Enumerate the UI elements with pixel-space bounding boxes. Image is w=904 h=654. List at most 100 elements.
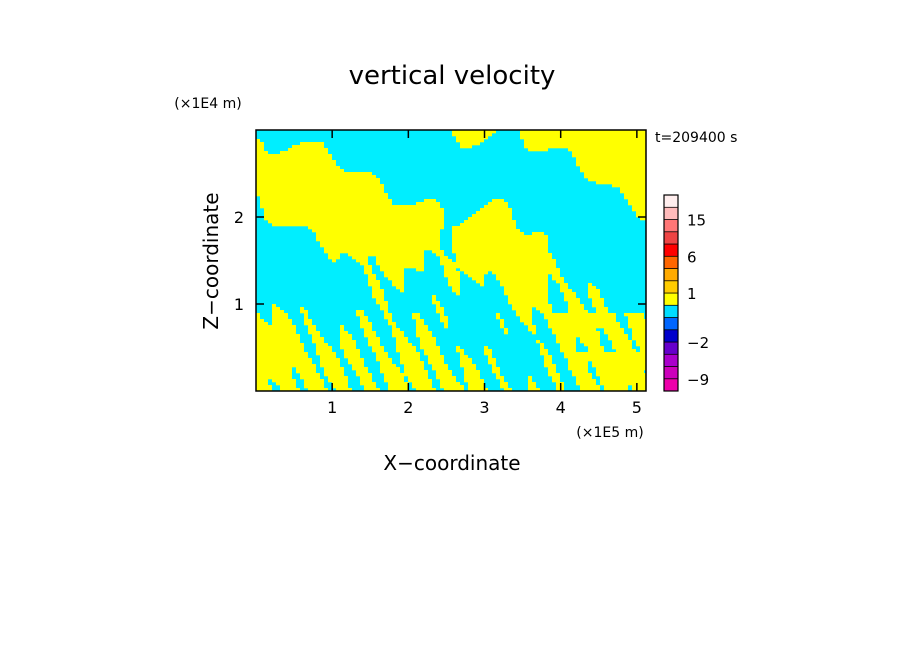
updraft-cell: [456, 259, 556, 263]
updraft-cell: [528, 385, 536, 389]
updraft-cell: [256, 175, 376, 179]
updraft-cell: [256, 334, 300, 338]
updraft-cell: [360, 262, 368, 266]
updraft-cell: [428, 355, 444, 359]
colorbar-segment: [663, 194, 679, 208]
updraft-cell: [312, 334, 320, 338]
x-tick-label: 2: [403, 398, 413, 417]
updraft-cell: [272, 223, 444, 227]
updraft-cell: [384, 316, 392, 320]
updraft-cell: [256, 373, 292, 377]
updraft-cell: [544, 355, 552, 359]
updraft-cell: [316, 235, 440, 239]
updraft-cell: [528, 388, 540, 391]
updraft-cell: [304, 379, 324, 383]
x-axis-label: X−coordinate: [383, 451, 520, 475]
updraft-cell: [420, 346, 440, 350]
updraft-cell: [256, 331, 296, 335]
updraft-cell: [256, 169, 344, 173]
updraft-cell: [496, 274, 548, 278]
updraft-cell: [400, 289, 404, 293]
updraft-cell: [500, 382, 508, 386]
updraft-cell: [256, 160, 336, 164]
updraft-cell: [628, 322, 646, 326]
updraft-cell: [604, 328, 624, 332]
updraft-cell: [340, 325, 344, 329]
updraft-cell: [576, 163, 646, 167]
velocity-field: [256, 130, 646, 391]
updraft-cell: [408, 379, 432, 383]
updraft-cell: [440, 379, 456, 383]
updraft-cell: [308, 328, 316, 332]
updraft-cell: [468, 274, 484, 278]
updraft-cell: [412, 316, 420, 320]
updraft-cell: [420, 343, 436, 347]
updraft-cell: [316, 343, 328, 347]
updraft-cell: [628, 202, 646, 206]
updraft-cell: [356, 259, 368, 263]
updraft-cell: [484, 352, 492, 356]
updraft-cell: [588, 295, 600, 299]
updraft-cell: [376, 298, 384, 302]
updraft-cell: [620, 190, 646, 194]
updraft-cell: [432, 250, 444, 254]
updraft-cell: [340, 334, 352, 338]
x-tick-label: 1: [327, 398, 337, 417]
updraft-cell: [340, 346, 356, 350]
updraft-cell: [636, 340, 646, 344]
updraft-cell: [256, 376, 292, 380]
updraft-cell: [584, 175, 646, 179]
updraft-cell: [436, 376, 456, 380]
updraft-cell: [440, 262, 556, 266]
colorbar-segment: [663, 280, 679, 294]
updraft-cell: [492, 199, 504, 203]
updraft-cell: [528, 379, 532, 383]
colorbar-segment: [663, 329, 679, 343]
updraft-cell: [612, 346, 632, 350]
colorbar-segment: [663, 268, 679, 282]
updraft-cell: [380, 361, 392, 365]
updraft-cell: [596, 181, 646, 185]
updraft-cell: [552, 328, 596, 332]
updraft-cell: [320, 364, 340, 368]
updraft-cell: [492, 364, 496, 368]
updraft-cell: [256, 154, 332, 158]
updraft-cell: [260, 202, 392, 206]
colorbar-segment: [663, 206, 679, 220]
colorbar-segment: [663, 317, 679, 331]
updraft-cell: [596, 307, 608, 311]
updraft-cell: [632, 337, 646, 341]
updraft-cell: [268, 220, 444, 224]
updraft-cell: [292, 145, 324, 149]
updraft-cell: [384, 313, 392, 317]
updraft-cell: [360, 316, 368, 320]
updraft-cell: [564, 292, 576, 296]
updraft-cell: [272, 307, 280, 311]
updraft-cell: [568, 364, 588, 368]
updraft-cell: [396, 286, 404, 290]
updraft-cell: [508, 301, 548, 305]
updraft-cell: [588, 178, 646, 182]
updraft-cell: [488, 355, 492, 359]
updraft-cell: [464, 373, 480, 377]
updraft-cell: [476, 280, 484, 284]
time-label: t=209400 s: [655, 130, 737, 146]
updraft-cell: [504, 328, 508, 332]
updraft-cell: [632, 331, 646, 335]
y-axis-label: Z−coordinate: [199, 192, 223, 329]
updraft-cell: [360, 382, 376, 386]
updraft-cell: [384, 271, 404, 275]
updraft-cell: [428, 358, 444, 362]
updraft-cell: [452, 244, 548, 248]
updraft-cell: [440, 385, 464, 389]
x-unit-label: (×1E5 m): [576, 425, 643, 441]
colorbar: −9 −2 1 6 15: [663, 194, 709, 392]
updraft-cell: [416, 322, 424, 326]
updraft-cell: [508, 298, 548, 302]
updraft-cell: [588, 292, 600, 296]
updraft-cell: [620, 187, 646, 191]
updraft-cell: [256, 193, 388, 197]
updraft-cell: [304, 319, 312, 323]
updraft-cell: [548, 322, 620, 326]
updraft-cell: [388, 322, 396, 326]
